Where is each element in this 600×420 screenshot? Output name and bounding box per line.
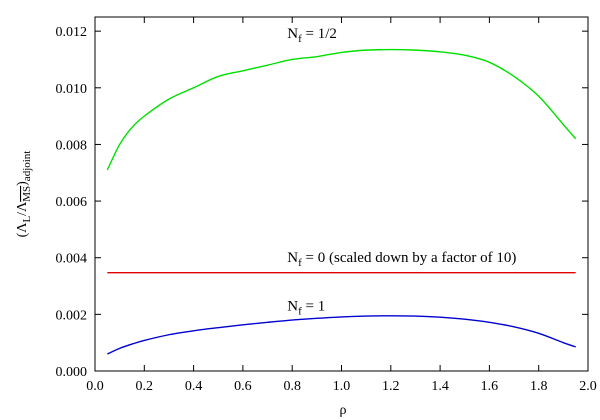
x-tick-label: 0.4	[185, 379, 203, 394]
series-line-2	[107, 315, 576, 355]
y-axis-label-text: (ΛL/ΛMS)adjoint	[15, 151, 33, 238]
annotations-layer: Nf = 1/2 Nf = 0 (scaled down by a factor …	[287, 26, 516, 317]
y-tick-label: 0.012	[56, 25, 88, 40]
x-tick-label: 0.0	[86, 379, 104, 394]
plot-frame	[94, 16, 589, 372]
x-tick-label: 0.6	[234, 379, 252, 394]
y-tick-label: 0.000	[56, 365, 88, 380]
x-tick-label: 1.2	[382, 379, 400, 394]
series-line-0	[106, 48, 577, 171]
plot-area	[94, 16, 589, 372]
annotation-nf-zero: Nf = 0 (scaled down by a factor of 10)	[287, 250, 516, 269]
y-axis-label: (ΛL/ΛMS)adjoint	[15, 151, 33, 238]
x-tick-label: 1.4	[431, 379, 449, 394]
x-tick-label: 1.8	[530, 379, 548, 394]
svg-text:(ΛL/ΛMS)adjoint: (ΛL/ΛMS)adjoint	[15, 151, 33, 238]
x-tick-label: 0.8	[283, 379, 301, 394]
annotation-nf-one: Nf = 1	[287, 299, 325, 318]
annotation-nf-half: Nf = 1/2	[287, 26, 337, 45]
x-tick-label: 1.0	[333, 379, 351, 394]
x-tick-label: 2.0	[579, 379, 597, 394]
y-tick-label: 0.006	[56, 195, 88, 210]
y-tick-label: 0.010	[56, 82, 88, 97]
x-tick-label: 1.6	[481, 379, 499, 394]
y-tick-label: 0.004	[56, 252, 88, 267]
y-tick-label: 0.008	[56, 138, 88, 153]
y-tick-labels: 0.000 0.002 0.004 0.006 0.008 0.010 0.012	[56, 25, 88, 380]
x-tick-label: 0.2	[136, 379, 154, 394]
x-axis-label: ρ	[340, 403, 347, 418]
y-tick-label: 0.002	[56, 308, 88, 323]
x-tick-labels: 0.0 0.2 0.4 0.6 0.8 1.0 1.2 1.4 1.6 1.8 2.0	[86, 379, 597, 394]
series-layer	[106, 48, 577, 355]
